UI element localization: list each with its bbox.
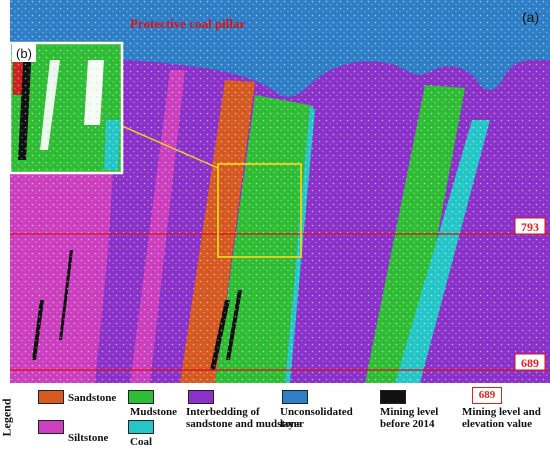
legend-swatch-sandstone (38, 390, 64, 404)
legend-label-unconsolidated: Unconsolidated layer (280, 406, 353, 430)
legend-swatch-interbedding (188, 390, 214, 404)
legend (0, 383, 550, 451)
zoom-arrow (112, 121, 219, 169)
inset-label-bg (12, 44, 36, 62)
elevation-label-689: 689 (521, 356, 539, 370)
inset-label: (b) (16, 46, 32, 61)
legend-label-mining: Mining level before 2014 (380, 406, 439, 430)
legend-title: Legend (0, 398, 14, 437)
geological-model-figure: 793 689 (b) (a) Protective coal pillar (10, 0, 550, 383)
legend-title-wrap: Legend (0, 390, 24, 450)
legend-label-elevation: Mining level and elevation value (462, 406, 541, 430)
legend-label-interbedding: Interbedding of sandstone and mudstone (186, 406, 302, 430)
legend-label-mudstone: Mudstone (130, 406, 178, 418)
elevation-box-689 (514, 353, 546, 371)
legend-swatch-siltstone (38, 420, 64, 434)
pillar-annotation: Protective coal pillar (130, 16, 246, 31)
legend-swatch-unconsolidated (282, 390, 308, 404)
elevation-label-793: 793 (521, 220, 539, 234)
inset-texture (10, 43, 122, 173)
panel-label: (a) (522, 9, 539, 25)
inset-panel: (b) (10, 41, 124, 175)
legend-label-coal: Coal (130, 436, 152, 448)
legend-label-siltstone: Siltstone (68, 432, 109, 444)
pillar-highlight-box (217, 163, 302, 258)
legend-swatch-coal (128, 420, 154, 434)
model-canvas: 793 689 (b) (a) Protective coal pillar (10, 0, 550, 383)
legend-swatch-mining (380, 390, 406, 404)
legend-label-sandstone: Sandstone (68, 392, 117, 404)
legend-elevation-sample: 689 (472, 387, 502, 404)
legend-swatch-mudstone (128, 390, 154, 404)
elevation-box-793 (514, 217, 546, 235)
